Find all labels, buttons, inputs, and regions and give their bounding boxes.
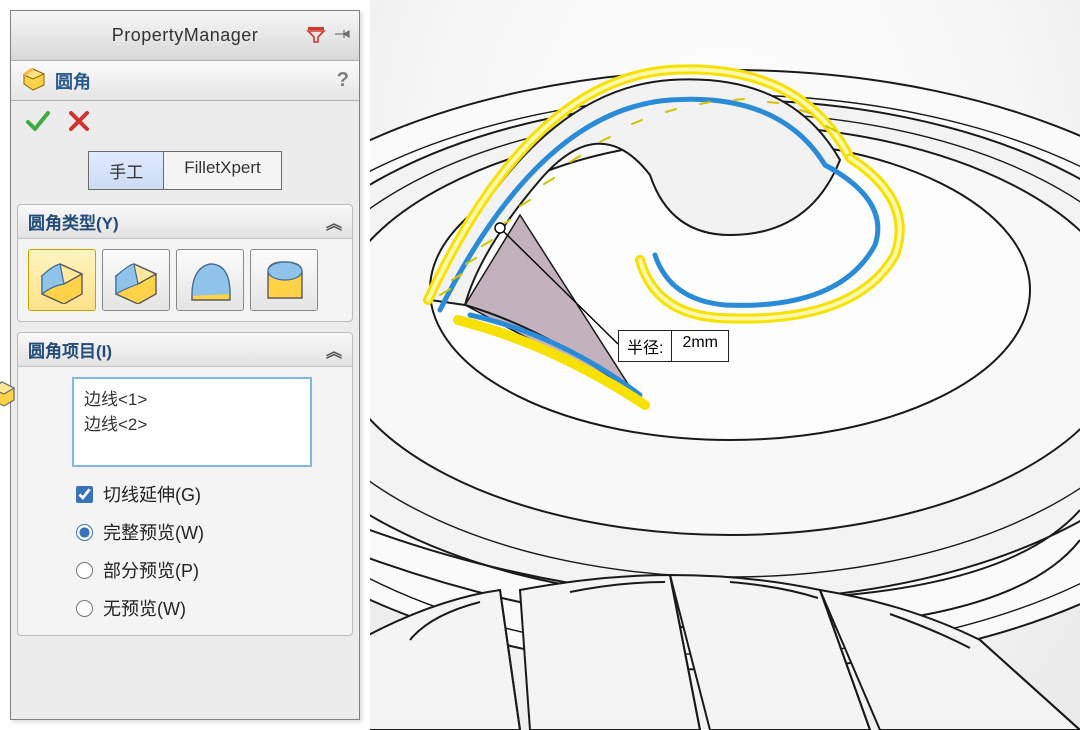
- tangent-propagation-input[interactable]: [76, 486, 93, 503]
- fillet-items-group: 圆角项目(I) ︽ 边线<1> 边线<2> 切线延伸(G): [17, 332, 353, 636]
- preview-partial-radio[interactable]: 部分预览(P): [76, 557, 340, 583]
- fillet-items-header[interactable]: 圆角项目(I) ︽: [18, 333, 352, 367]
- preview-none-label: 无预览(W): [103, 595, 186, 621]
- preview-full-label: 完整预览(W): [103, 519, 204, 545]
- preview-full-radio[interactable]: 完整预览(W): [76, 519, 340, 545]
- graphics-viewport[interactable]: 半径: 2mm: [370, 0, 1080, 730]
- panel-title: PropertyManager: [112, 25, 259, 46]
- list-item[interactable]: 边线<1>: [84, 385, 300, 410]
- edge-selection-list[interactable]: 边线<1> 边线<2>: [72, 377, 312, 467]
- preview-partial-label: 部分预览(P): [103, 557, 199, 583]
- selection-filter-icon[interactable]: [305, 23, 327, 45]
- fillet-items-body: 边线<1> 边线<2> 切线延伸(G) 完整预览(W) 部分预览(P): [18, 367, 352, 635]
- list-item[interactable]: 边线<2>: [84, 410, 300, 435]
- confirm-row: [11, 101, 359, 145]
- fillet-type-title: 圆角类型(Y): [28, 209, 119, 234]
- fillet-type-variable[interactable]: [102, 249, 170, 311]
- tangent-propagation-checkbox[interactable]: 切线延伸(G): [76, 481, 340, 507]
- tangent-propagation-label: 切线延伸(G): [103, 481, 201, 507]
- fillet-type-face[interactable]: [176, 249, 244, 311]
- edge-selection-icon: [0, 377, 20, 409]
- fillet-items-title: 圆角项目(I): [28, 337, 112, 362]
- radius-callout[interactable]: 半径: 2mm: [618, 330, 729, 362]
- pin-icon[interactable]: [331, 23, 353, 45]
- tab-filletxpert[interactable]: FilletXpert: [164, 152, 281, 189]
- collapse-icon: ︽: [326, 210, 342, 234]
- tab-manual[interactable]: 手工: [89, 152, 164, 189]
- fillet-type-group: 圆角类型(Y) ︽: [17, 204, 353, 322]
- help-icon[interactable]: ?: [337, 69, 349, 92]
- fillet-type-constant[interactable]: [28, 249, 96, 311]
- preview-partial-input[interactable]: [76, 562, 93, 579]
- preview-none-radio[interactable]: 无预览(W): [76, 595, 340, 621]
- radius-callout-label: 半径:: [619, 331, 672, 361]
- cancel-button[interactable]: [67, 109, 91, 138]
- fillet-type-full-round[interactable]: [250, 249, 318, 311]
- radius-callout-value[interactable]: 2mm: [672, 331, 728, 361]
- mode-tabs: 手工 FilletXpert: [11, 145, 359, 204]
- header-buttons: [305, 23, 353, 45]
- feature-title: 圆角: [55, 68, 91, 94]
- preview-none-input[interactable]: [76, 600, 93, 617]
- collapse-icon: ︽: [326, 338, 342, 362]
- property-manager-panel: PropertyManager 圆角 ?: [10, 10, 360, 720]
- feature-header: 圆角 ?: [11, 61, 359, 101]
- ok-button[interactable]: [25, 108, 51, 139]
- fillet-type-header[interactable]: 圆角类型(Y) ︽: [18, 205, 352, 239]
- preview-full-input[interactable]: [76, 524, 93, 541]
- panel-header: PropertyManager: [11, 11, 359, 61]
- fillet-type-buttons: [18, 239, 352, 321]
- fillet-options: 切线延伸(G) 完整预览(W) 部分预览(P) 无预览(W): [76, 481, 340, 621]
- feature-icon: [21, 65, 47, 96]
